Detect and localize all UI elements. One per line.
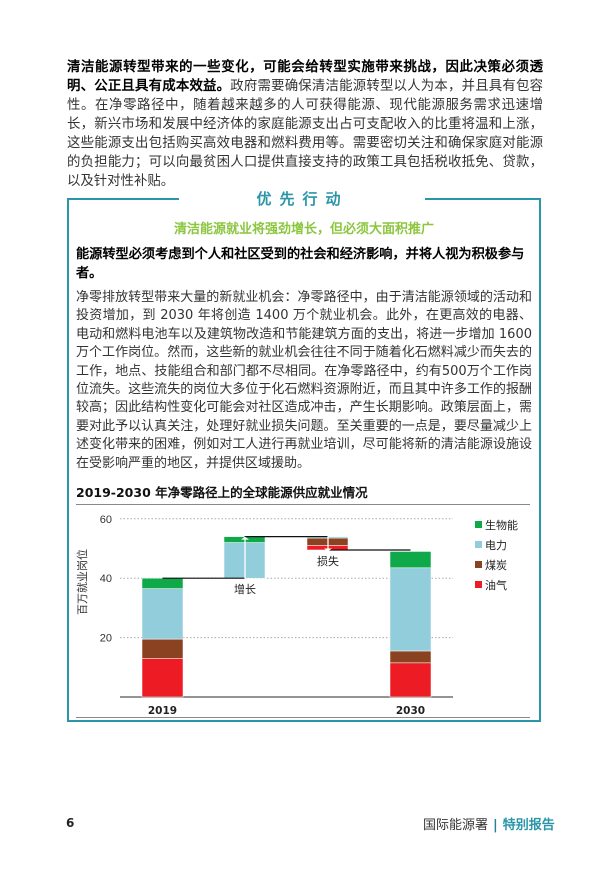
annotation-loss: 损失 (317, 554, 339, 568)
box-top-line-right (425, 198, 539, 200)
bar-segment (141, 638, 184, 659)
x-tick-label: 2019 (148, 705, 177, 717)
bar-segment (141, 577, 184, 589)
intro-paragraph: 清洁能源转型带来的一些变化，可能会给转型实施带来挑战，因此决策必须透明、公正且具… (67, 58, 543, 191)
chart-top-rule (76, 504, 530, 505)
y-axis-label: 百万就业岗位 (75, 549, 89, 615)
legend-label: 生物能 (485, 518, 518, 532)
legend-swatch (475, 521, 482, 528)
annotation-growth: 增长 (234, 582, 256, 596)
chart-title: 2019-2030 年净零路径上的全球能源供应就业情况 (76, 485, 368, 500)
box-bold-statement: 能源转型必须考虑到个人和社区受到的社会和经济影响，并将人视为积极参与者。 (76, 247, 525, 281)
bar-segment (389, 650, 432, 664)
x-tick-label: 2030 (396, 705, 425, 717)
page-number: 6 (66, 816, 75, 830)
legend-label: 煤炭 (485, 559, 507, 572)
y-tick-label: 40 (100, 573, 112, 585)
box-subtitle: 清洁能源就业将强劲增长，但必须大面积推广 (173, 222, 434, 237)
bar-segment (389, 567, 432, 652)
footer-org: 国际能源署 (423, 818, 489, 833)
bar-segment (141, 658, 184, 698)
chart-bottom-rule (76, 717, 530, 718)
footer: 国际能源署 | 特别报告 (423, 814, 555, 833)
footer-report: 特别报告 (502, 818, 555, 833)
legend-swatch (475, 541, 482, 548)
footer-separator: | (493, 818, 498, 833)
y-tick-label: 20 (100, 633, 112, 645)
loss-arrowhead (324, 548, 332, 552)
box-top-line-left (67, 198, 179, 200)
box-title: 优先行动 (256, 190, 349, 208)
priority-box (67, 198, 541, 722)
intro-bold: 清洁能源转型带来的一些变化，可能会给转型实施带来挑战，因此决策必须透明、公正且具… (67, 60, 543, 94)
legend-swatch (475, 581, 482, 588)
legend-label: 电力 (485, 539, 507, 552)
y-tick-label: 60 (100, 514, 112, 526)
legend-swatch (475, 561, 482, 568)
box-paragraph: 净零排放转型带来大量的新就业机会：净零路径中，由于清洁能源领域的活动和投资增加，… (76, 290, 532, 471)
growth-arrowhead (241, 536, 249, 540)
bar-segment (389, 551, 432, 569)
bar-segment (141, 588, 184, 640)
bar-segment (389, 662, 432, 698)
legend-label: 油气 (485, 578, 507, 592)
intro-text: 政府需要确保清洁能源转型以人为本，并且具有包容性。在净零路径中，随着越来越多的人… (67, 79, 544, 189)
